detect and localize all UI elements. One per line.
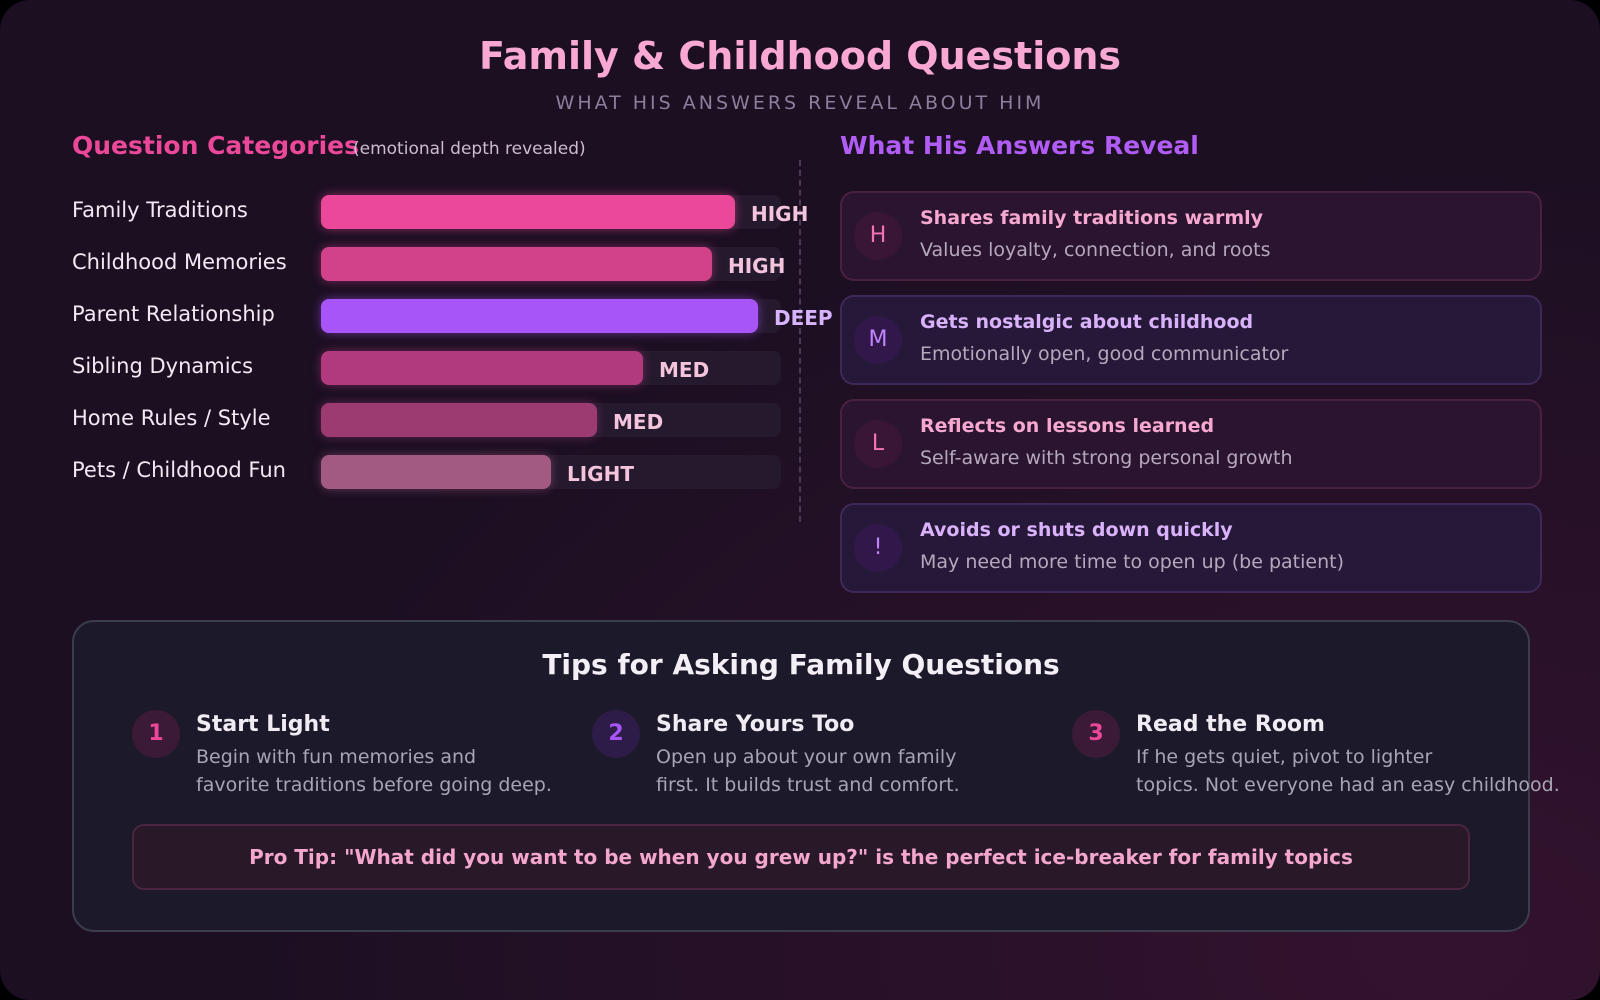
bar-label: Pets / Childhood Fun: [72, 458, 286, 482]
tip-text: Begin with fun memories and: [196, 746, 477, 768]
tip-text: Open up about your own family: [656, 746, 957, 768]
bar-level: DEEP: [774, 306, 833, 330]
tip-text: If he gets quiet, pivot to lighter: [1136, 746, 1433, 768]
tip-title: Start Light: [196, 712, 330, 737]
bar: [321, 403, 597, 437]
bar: [321, 247, 712, 281]
divider: [799, 160, 801, 522]
bar-label: Sibling Dynamics: [72, 354, 254, 378]
tip-text: favorite traditions before going deep.: [196, 774, 552, 796]
bar: [321, 455, 551, 489]
bar-level: MED: [659, 358, 710, 382]
bar-label: Parent Relationship: [72, 302, 275, 326]
tip-number: 1: [132, 710, 180, 758]
reveal-card: ! Avoids or shuts down quickly May need mo…: [840, 503, 1542, 593]
bar-level: HIGH: [728, 254, 786, 278]
pro-tip: Pro Tip: "What did you want to be when y…: [132, 824, 1470, 890]
card-text: May need more time to open up (be patien…: [920, 551, 1345, 573]
tip-title: Share Yours Too: [656, 712, 855, 737]
reveal-card: M Gets nostalgic about childhood Emotional…: [840, 295, 1542, 385]
card-icon: M: [854, 316, 902, 364]
tip-text: first. It builds trust and comfort.: [656, 774, 960, 796]
card-text: Emotionally open, good communicator: [920, 343, 1289, 365]
tip-number: 2: [592, 710, 640, 758]
reveal-card: L Reflects on lessons learned Self-aware w…: [840, 399, 1542, 489]
card-icon: !: [854, 524, 902, 572]
bar-level: MED: [613, 410, 664, 434]
categories-title: Question Categories: [72, 131, 360, 160]
card-title: Gets nostalgic about childhood: [920, 311, 1254, 333]
categories-note: (emotional depth revealed): [353, 139, 586, 159]
reveal-card: H Shares family traditions warmly Values l…: [840, 191, 1542, 281]
card-title: Reflects on lessons learned: [920, 415, 1215, 437]
tips-box: Tips for Asking Family Questions 1 Start …: [72, 620, 1560, 932]
subtitle: WHAT HIS ANSWERS REVEAL ABOUT HIM: [555, 92, 1045, 114]
tip-number: 3: [1072, 710, 1120, 758]
bar: [321, 351, 643, 385]
title: Family & Childhood Questions: [479, 34, 1121, 78]
tips-title: Tips for Asking Family Questions: [542, 648, 1060, 681]
bar: [321, 299, 758, 333]
card-icon: L: [854, 420, 902, 468]
card-text: Values loyalty, connection, and roots: [920, 239, 1271, 261]
bar-level: HIGH: [751, 202, 809, 226]
card-text: Self-aware with strong personal growth: [920, 447, 1293, 469]
bar-label: Home Rules / Style: [72, 406, 271, 430]
bar-level: LIGHT: [567, 462, 634, 486]
tip-text: topics. Not everyone had an easy childho…: [1136, 774, 1560, 796]
bar: [321, 195, 735, 229]
bar-label: Childhood Memories: [72, 250, 287, 274]
card-title: Shares family traditions warmly: [920, 207, 1264, 229]
reveal-title: What His Answers Reveal: [840, 131, 1199, 160]
card-icon: H: [854, 212, 902, 260]
card-title: Avoids or shuts down quickly: [920, 519, 1233, 541]
bar-label: Family Traditions: [72, 198, 248, 222]
tip-title: Read the Room: [1136, 712, 1325, 737]
